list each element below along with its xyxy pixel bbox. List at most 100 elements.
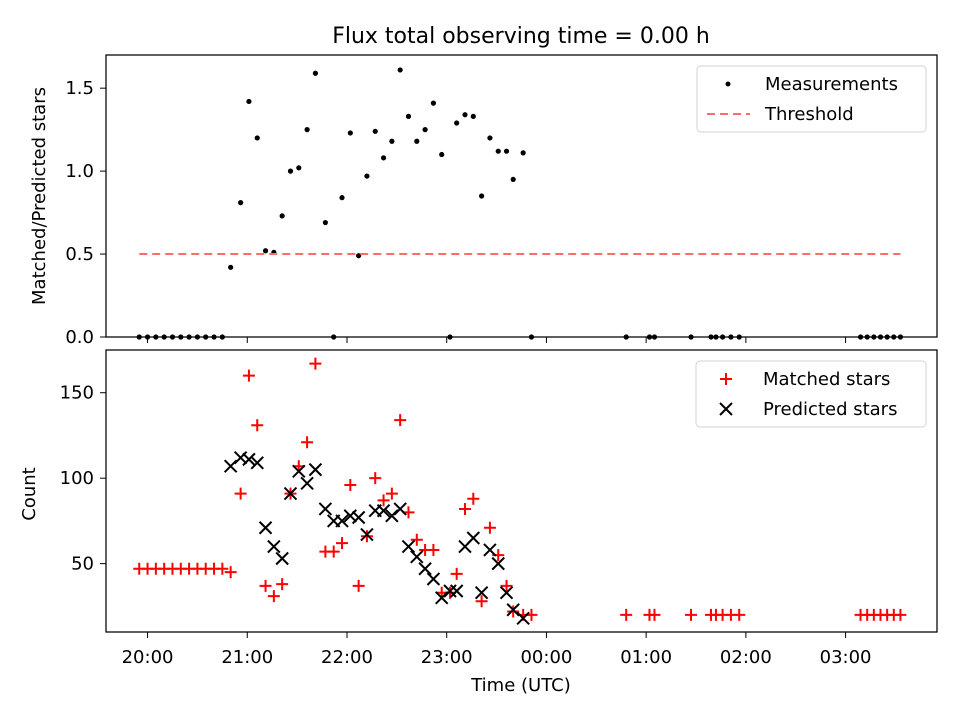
predicted-stars-point <box>233 450 248 465</box>
matched-stars-point <box>369 472 382 485</box>
matched-stars-point <box>360 530 373 543</box>
measurements-point <box>857 334 864 340</box>
measurements-point <box>520 150 526 156</box>
predicted-stars-point <box>418 562 432 576</box>
measurements-point <box>688 334 694 340</box>
measurements-point <box>322 219 328 226</box>
matched-stars-point <box>242 369 255 382</box>
measurements-point <box>430 100 437 106</box>
predicted-stars-point <box>483 543 497 557</box>
matched-stars-point <box>410 533 423 546</box>
measurements-point <box>623 334 629 340</box>
matched-stars-point <box>648 608 661 621</box>
measurements-point <box>161 334 167 340</box>
top-y-axis-label: Matched/Predicted stars <box>29 87 50 305</box>
legend-matched-marker <box>720 373 732 385</box>
matched-stars-point <box>500 579 513 592</box>
legend-measurements-marker <box>725 81 731 87</box>
predicted-stars-point <box>474 585 489 600</box>
measurements-point <box>356 253 362 259</box>
legend-matched-label: Matched stars <box>763 369 890 390</box>
measurements-point <box>153 334 159 340</box>
matched-stars-point <box>733 608 746 621</box>
x-axis-label: Time (UTC) <box>470 675 571 696</box>
x-tick-label: 00:00 <box>520 647 572 668</box>
matched-stars-point <box>385 487 398 500</box>
matched-stars-point <box>475 595 488 608</box>
x-tick-label: 02:00 <box>720 647 772 668</box>
measurements-point <box>884 334 890 340</box>
measurements-point <box>864 334 870 340</box>
matched-stars-point <box>894 608 907 621</box>
measurements-point <box>372 128 378 134</box>
predicted-stars-point <box>449 584 464 598</box>
predicted-stars-point <box>292 464 306 479</box>
bottom-panel: 20:00 21:00 22:00 23:00 00:00 01:00 02:00 03:00… <box>19 349 938 696</box>
predicted-stars-point <box>267 539 281 554</box>
bottom-legend-box <box>695 360 927 428</box>
predicted-stars-point <box>499 585 514 600</box>
measurements-point <box>454 120 460 126</box>
matched-stars-point <box>427 543 440 556</box>
predicted-stars-point <box>491 556 505 571</box>
measurements-point <box>287 168 294 174</box>
matched-stars-point <box>394 414 407 427</box>
measurements-point <box>897 334 904 340</box>
predicted-stars-point <box>335 514 349 528</box>
legend-predicted-marker <box>719 402 733 416</box>
matched-stars-point <box>216 562 229 575</box>
measurements-point <box>203 334 209 340</box>
measurements-point <box>304 127 310 133</box>
measurements-point <box>178 334 184 340</box>
predicted-stars-point <box>516 611 530 626</box>
measurements-point <box>331 334 337 340</box>
predicted-stars-point <box>385 509 399 523</box>
y-tick-label: 1.0 <box>65 161 94 182</box>
legend-measurements-label: Measurements <box>765 74 898 95</box>
top-plot-frame <box>105 54 938 338</box>
measurements-point <box>479 193 485 199</box>
measurements-point <box>439 151 445 158</box>
predicted-stars-point <box>426 572 441 586</box>
matched-stars-point <box>483 521 496 534</box>
matched-stars-point <box>234 487 247 500</box>
predicted-stars-point <box>223 459 238 473</box>
measurements-point <box>228 264 234 270</box>
measurements-point <box>528 334 535 340</box>
measurements-point <box>871 334 877 340</box>
chart-title: Flux total observing time = 0.00 h <box>332 24 710 49</box>
predicted-stars-point <box>300 476 314 491</box>
measurements-point <box>495 148 501 154</box>
predicted-stars-point <box>258 521 273 535</box>
measurements-point <box>720 334 726 340</box>
measurements-point <box>713 334 719 340</box>
measurements-point <box>891 334 897 340</box>
measurements-point <box>136 334 142 340</box>
matched-stars-point <box>467 492 480 505</box>
measurements-point <box>347 130 353 136</box>
measurements-point <box>238 200 244 206</box>
measurements-point <box>503 148 510 154</box>
predicted-stars-point <box>401 539 416 554</box>
matched-stars-point <box>352 579 365 592</box>
matched-stars-point <box>224 566 237 579</box>
measurements-point <box>470 113 476 119</box>
top-panel: 0.0 0.5 1.0 1.5 Matched/Predicted stars Mea… <box>29 54 938 348</box>
matched-stars-point <box>336 537 349 550</box>
measurements-point <box>646 334 653 340</box>
measurements-point <box>211 334 217 340</box>
matched-stars-point <box>251 419 264 432</box>
bottom-legend: Matched stars Predicted stars <box>695 360 927 428</box>
matched-stars-point <box>620 608 633 621</box>
matched-stars-point <box>309 357 322 370</box>
y-tick-label: 1.5 <box>65 78 94 99</box>
measurements-point <box>651 334 658 340</box>
measurements-point <box>422 127 428 133</box>
measurements-point <box>262 248 269 254</box>
measurements-point <box>708 334 714 340</box>
matched-stars-point <box>259 579 272 592</box>
y-tick-label: 0.0 <box>65 327 94 348</box>
top-legend: Measurements Threshold <box>696 65 927 133</box>
bottom-plot-frame <box>105 349 938 633</box>
x-tick-label: 20:00 <box>122 647 174 668</box>
